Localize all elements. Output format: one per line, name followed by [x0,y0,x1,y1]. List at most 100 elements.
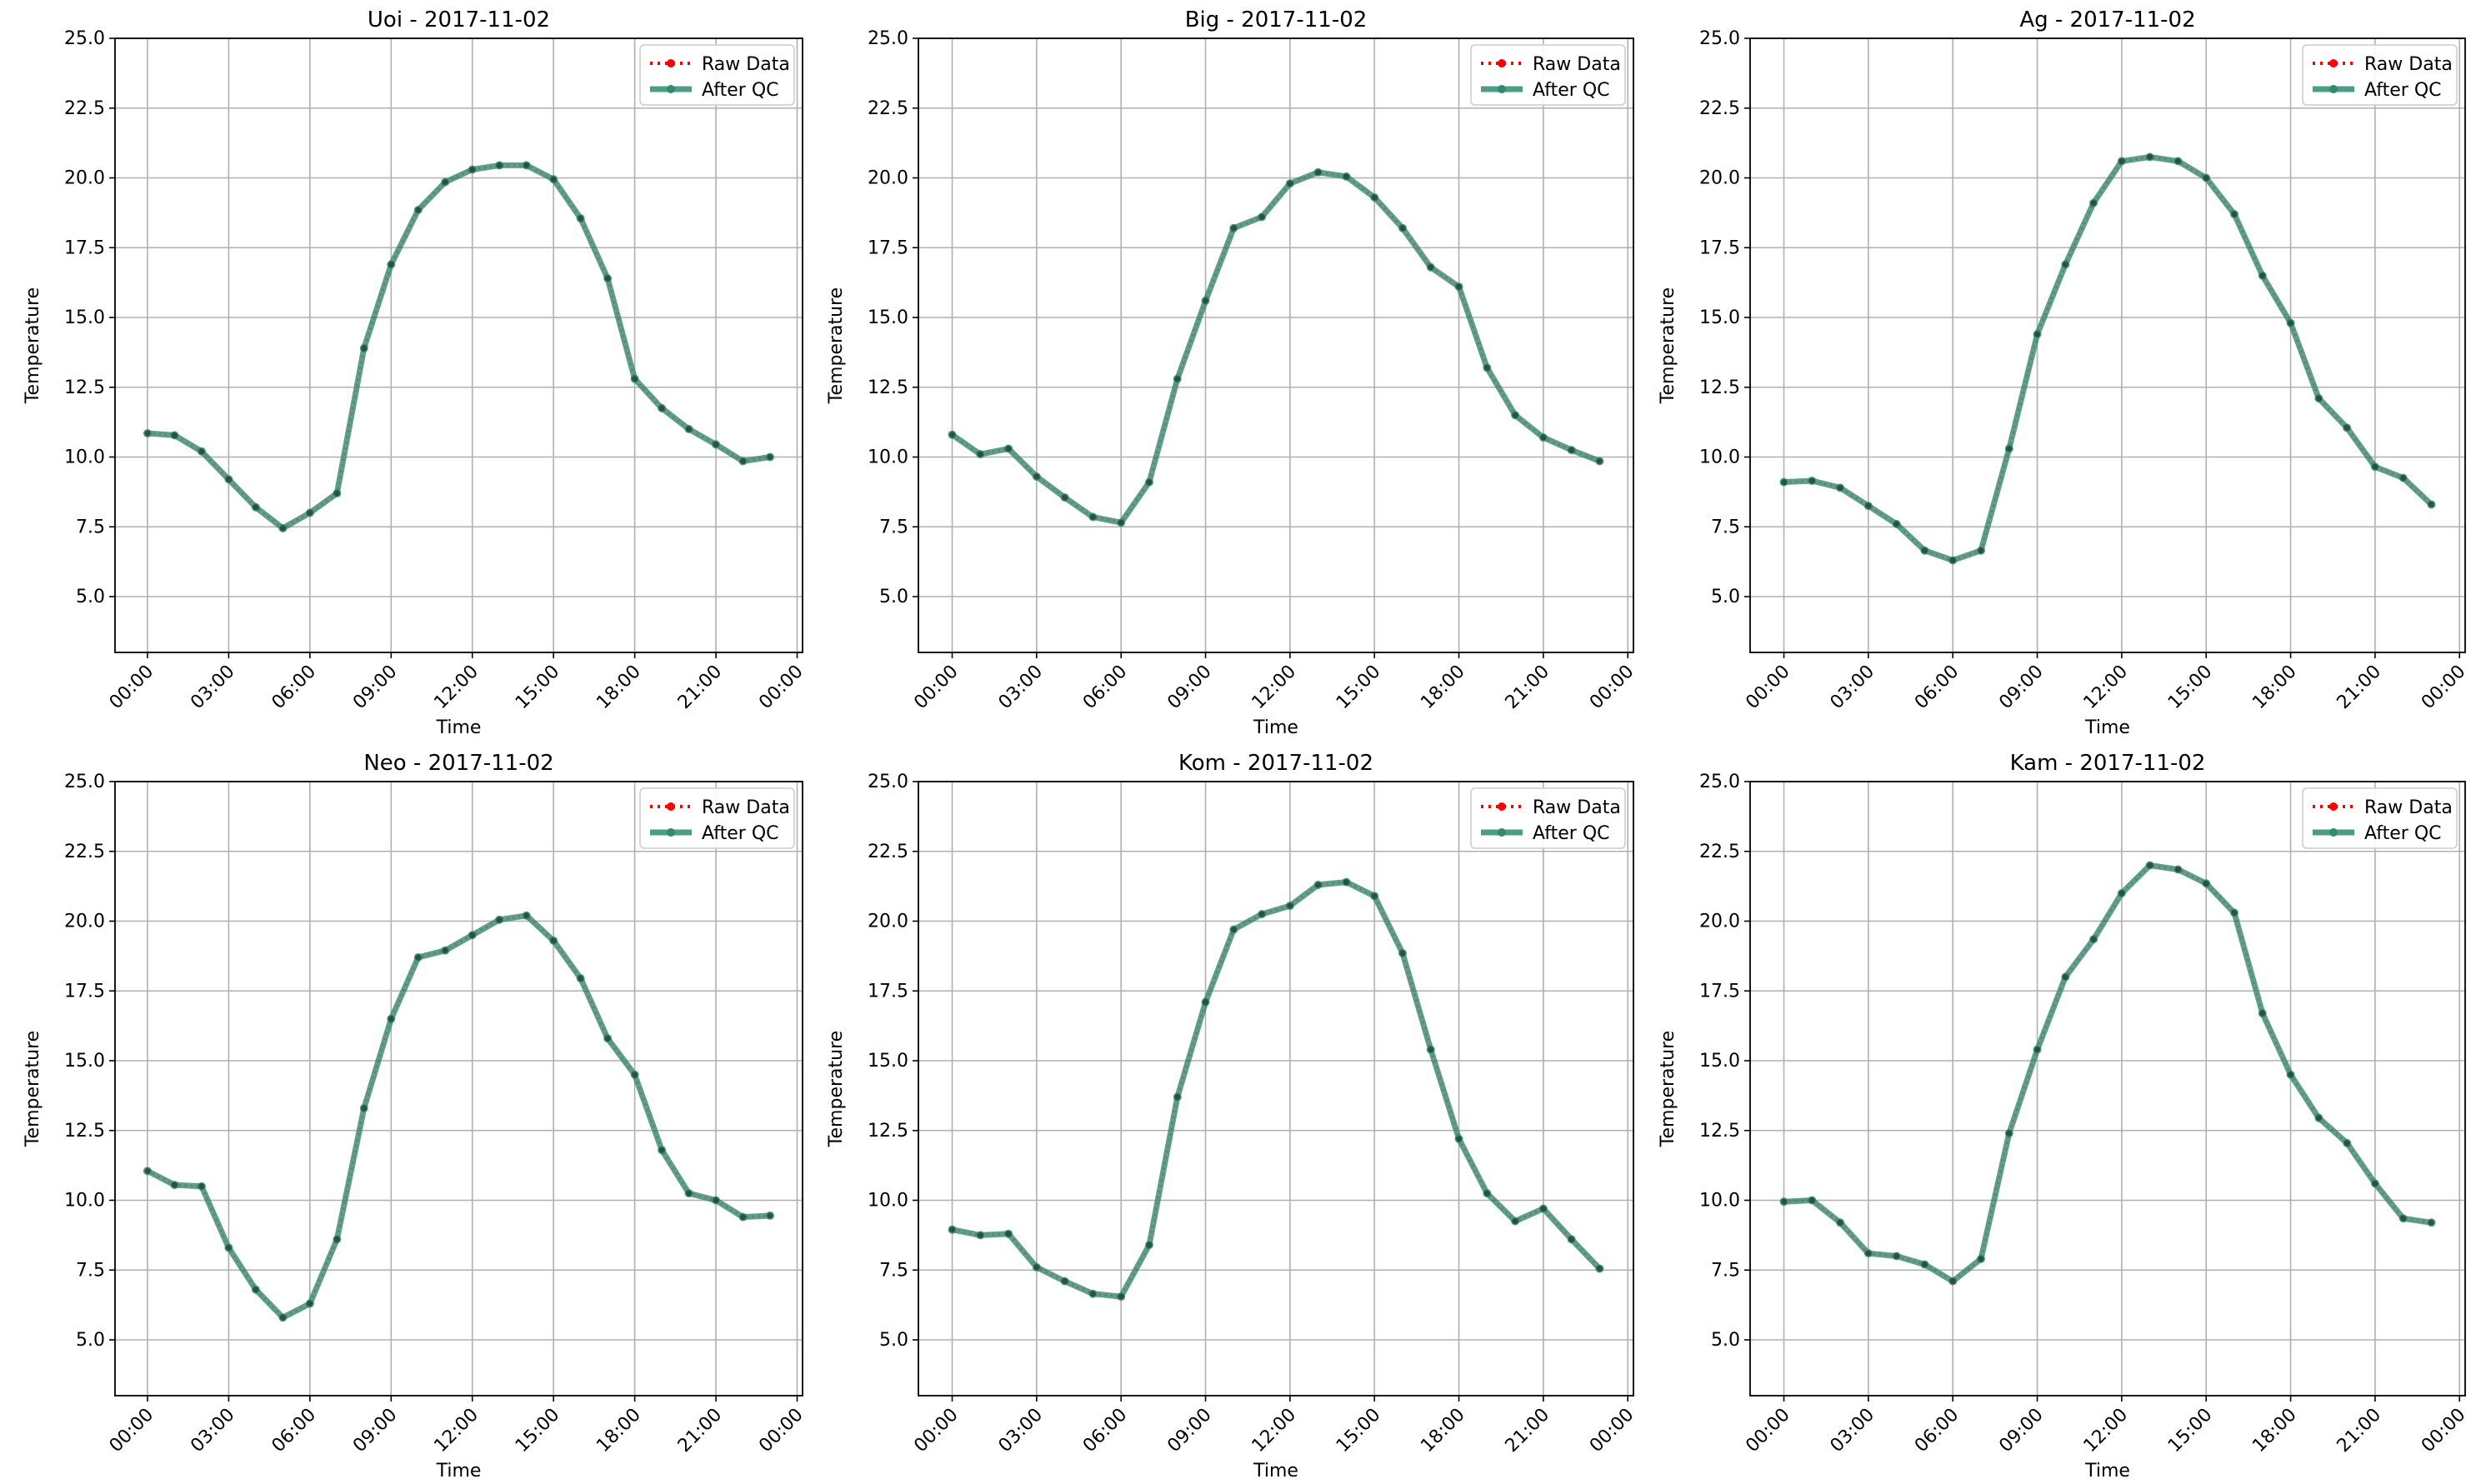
raw-data-point [1540,1206,1547,1212]
raw-data-point [2118,157,2125,164]
legend-marker-after-qc [1498,85,1506,93]
x-tick-label: 09:00 [1995,1405,2048,1457]
x-tick-label: 00:00 [1742,1405,1794,1457]
legend-marker-raw-data [667,59,675,67]
legend-label-raw-data: Raw Data [2364,797,2453,818]
axes-frame [1749,37,2466,653]
y-axis-label: Temperature [826,287,847,404]
raw-data-point [1921,1262,1928,1268]
raw-data-point [523,162,530,168]
raw-data-point [2147,153,2153,160]
raw-data-point [1371,194,1378,201]
x-tick-label: 15:00 [512,1405,564,1457]
y-tick-label: 17.5 [1699,981,1740,1002]
y-axis-label: Temperature [1658,287,1678,404]
x-tick-label: 03:00 [187,662,239,714]
raw-data-point [2400,475,2407,482]
raw-data-point [1865,1250,1872,1257]
raw-data-point [578,215,584,222]
legend-label-after-qc: After QC [702,80,779,101]
chart-title: Kom - 2017-11-02 [1178,751,1373,776]
raw-data-point [1837,1219,1843,1226]
raw-data-point [713,441,719,447]
raw-data-point [1808,477,1815,484]
raw-data-point [1596,458,1603,465]
x-tick-label: 06:00 [268,1405,321,1457]
x-tick-label: 09:00 [349,1405,402,1457]
y-axis-label: Temperature [826,1031,847,1147]
raw-data-point [949,1227,956,1233]
raw-data-point [1287,902,1293,909]
raw-data-point [2147,862,2153,868]
raw-data-point [144,430,151,437]
raw-data-point [1287,180,1293,187]
x-tick-label: 06:00 [1911,662,1963,714]
raw-data-point [1089,514,1096,521]
raw-data-line [1783,155,2433,562]
after-qc-line [951,879,1603,1300]
raw-data-point [1203,297,1209,304]
raw-data-point [1258,213,1265,220]
raw-data-point [2428,501,2434,507]
legend: Raw Data After QC [639,787,795,849]
x-tick-label: 21:00 [2333,662,2386,714]
x-tick-label: 00:00 [1586,1405,1638,1457]
x-tick-label: 15:00 [2164,1405,2217,1457]
legend: Raw Data After QC [639,44,795,106]
x-tick-label: 12:00 [430,1405,483,1457]
raw-data-point [2006,1130,2013,1137]
raw-data-point [949,432,956,438]
raw-data-point [496,917,503,923]
raw-data-point [2343,424,2350,431]
subplot-neo: 5.0 7.5 10.0 12.5 15.0 17.5 20.0 22.5 25.0 00:00 0… [23,751,808,1482]
x-tick-label: 18:00 [1417,662,1469,714]
raw-data-point [307,510,313,516]
raw-data-point [2259,272,2266,279]
x-tick-label: 15:00 [512,662,564,714]
raw-data-point [496,162,503,168]
y-tick-label: 12.5 [868,1121,908,1142]
x-tick-label: 00:00 [1586,662,1638,714]
legend-marker-raw-data [1498,802,1506,811]
raw-data-point [2288,320,2294,327]
legend-label-raw-data: Raw Data [1533,54,1621,75]
raw-data-point [1343,879,1349,886]
y-tick-label: 25.0 [64,28,105,49]
legend-label-after-qc: After QC [2364,80,2442,101]
legend-label-after-qc: After QC [1533,823,1610,844]
y-tick-label: 7.5 [1711,1260,1740,1281]
raw-data-point [1203,999,1209,1006]
x-tick-label: 21:00 [1502,1405,1554,1457]
x-axis-label: Time [2084,1461,2130,1482]
y-tick-label: 22.5 [1699,842,1740,862]
y-tick-label: 10.0 [1699,1191,1740,1212]
chart-title: Big - 2017-11-02 [1185,7,1368,32]
y-tick-label: 15.0 [868,307,908,328]
raw-data-point [550,937,557,944]
raw-data-point [740,1214,747,1221]
legend-label-raw-data: Raw Data [1533,797,1621,818]
y-axis-label: Temperature [23,1031,43,1147]
x-tick-label: 00:00 [755,662,808,714]
raw-data-point [1005,1231,1012,1237]
subplot-kam: 5.0 7.5 10.0 12.5 15.0 17.5 20.0 22.5 25.0 00:00 0… [1658,751,2469,1482]
raw-data-point [333,490,340,497]
raw-data-point [2090,936,2097,942]
raw-data-point [1399,950,1406,957]
chart-title: Ag - 2017-11-02 [2019,7,2195,32]
raw-data-point [198,1183,205,1190]
x-tick-label: 00:00 [106,662,158,714]
raw-data-point [171,1182,178,1188]
raw-data-point [1512,1218,1518,1225]
x-tick-label: 12:00 [1248,1405,1301,1457]
x-tick-label: 12:00 [1248,662,1301,714]
raw-data-point [1865,502,1872,509]
raw-data-point [550,176,557,182]
y-tick-label: 15.0 [64,307,105,328]
axes-frame [1749,781,2466,1397]
x-tick-label: 06:00 [1079,1405,1132,1457]
legend-marker-after-qc [2329,85,2338,93]
raw-data-point [2372,463,2378,470]
x-tick-label: 09:00 [1163,662,1216,714]
y-tick-label: 12.5 [64,1121,105,1142]
